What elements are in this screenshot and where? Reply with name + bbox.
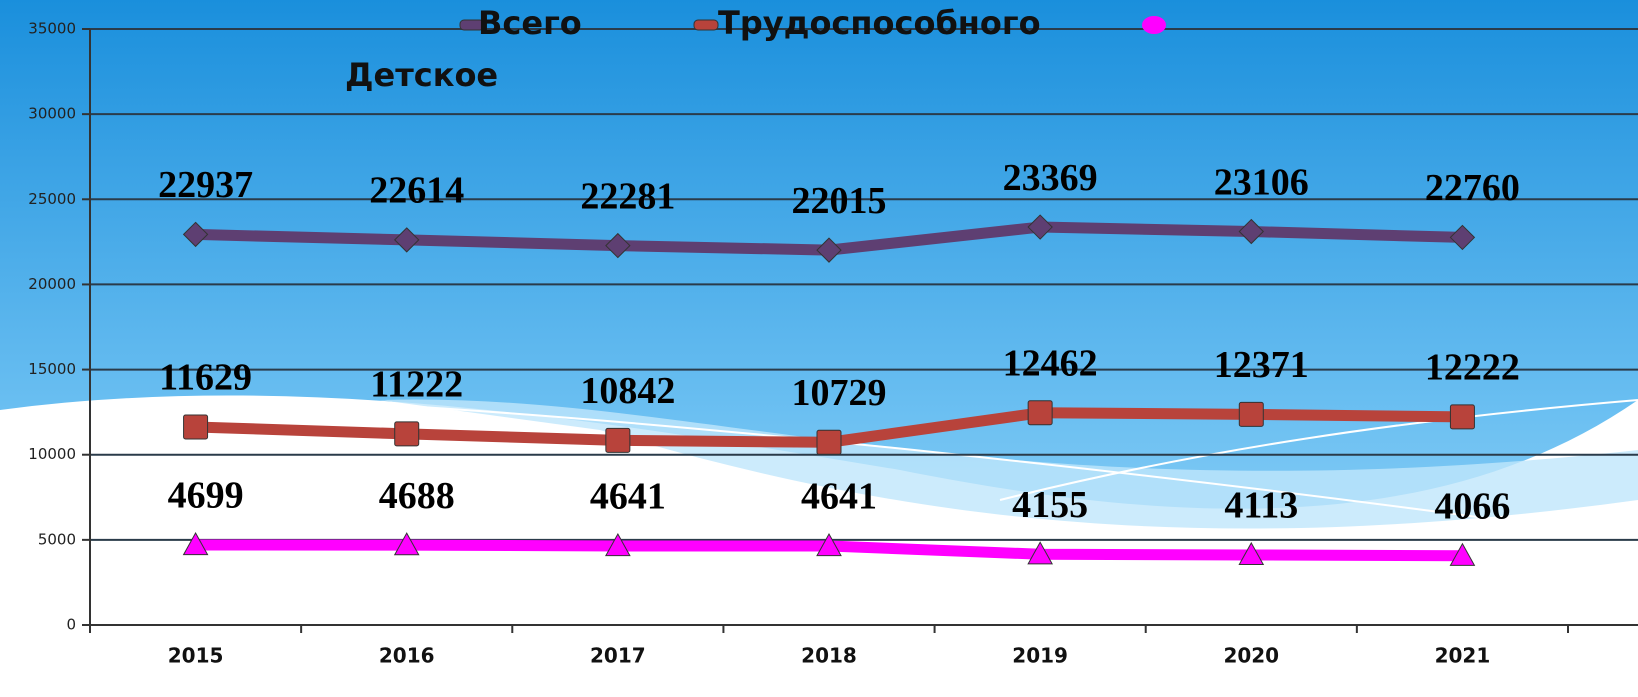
legend-label: Всего — [478, 4, 582, 42]
data-label: 22614 — [369, 170, 464, 212]
x-tick-label: 2016 — [379, 644, 435, 668]
marker — [1450, 405, 1474, 429]
legend-label: Детское — [345, 56, 498, 94]
y-tick-label: 10000 — [28, 445, 76, 463]
marker — [606, 428, 630, 452]
legend-marker — [1142, 16, 1166, 34]
y-tick-label: 25000 — [28, 190, 76, 208]
data-label: 11629 — [159, 357, 252, 399]
marker — [184, 415, 208, 439]
marker — [1239, 402, 1263, 426]
data-label: 11222 — [370, 364, 463, 406]
data-label: 10842 — [580, 370, 675, 412]
x-tick-label: 2019 — [1012, 644, 1068, 668]
y-tick-label: 35000 — [28, 20, 76, 38]
legend-marker — [694, 20, 718, 30]
data-label: 4641 — [801, 476, 877, 518]
data-label: 23369 — [1003, 157, 1098, 199]
data-label: 23106 — [1214, 161, 1309, 203]
x-tick-label: 2017 — [590, 644, 646, 668]
chart: 0 5000 10000 15000 20000 25000 30000 35000 2015 2… — [0, 0, 1638, 697]
y-tick-label: 15000 — [28, 360, 76, 378]
x-tick-label: 2018 — [801, 644, 857, 668]
y-tick-label: 5000 — [38, 530, 76, 548]
data-label: 22937 — [158, 164, 253, 206]
data-label: 12462 — [1003, 343, 1098, 385]
x-tick-label: 2015 — [168, 644, 224, 668]
x-tick-label: 2021 — [1435, 644, 1491, 668]
marker — [1028, 401, 1052, 425]
legend-label: Трудоспособного — [718, 4, 1041, 42]
data-label: 4066 — [1434, 485, 1510, 527]
data-label: 4688 — [379, 475, 455, 517]
marker — [817, 430, 841, 454]
marker — [395, 422, 419, 446]
data-label: 22015 — [792, 180, 887, 222]
data-label: 10729 — [792, 372, 887, 414]
y-tick-label: 30000 — [28, 105, 76, 123]
x-tick-label: 2020 — [1223, 644, 1279, 668]
data-label: 4641 — [590, 476, 666, 518]
data-label: 22760 — [1425, 167, 1520, 209]
page: {"chart_data": {"type": "line", "categor… — [0, 0, 1638, 697]
data-label: 4155 — [1012, 484, 1088, 526]
y-tick-label: 0 — [66, 616, 76, 634]
data-label: 4699 — [168, 475, 244, 517]
data-label: 22281 — [580, 175, 675, 217]
data-label: 4113 — [1224, 485, 1298, 527]
data-label: 12371 — [1214, 344, 1309, 386]
y-tick-label: 20000 — [28, 275, 76, 293]
data-label: 12222 — [1425, 347, 1520, 389]
